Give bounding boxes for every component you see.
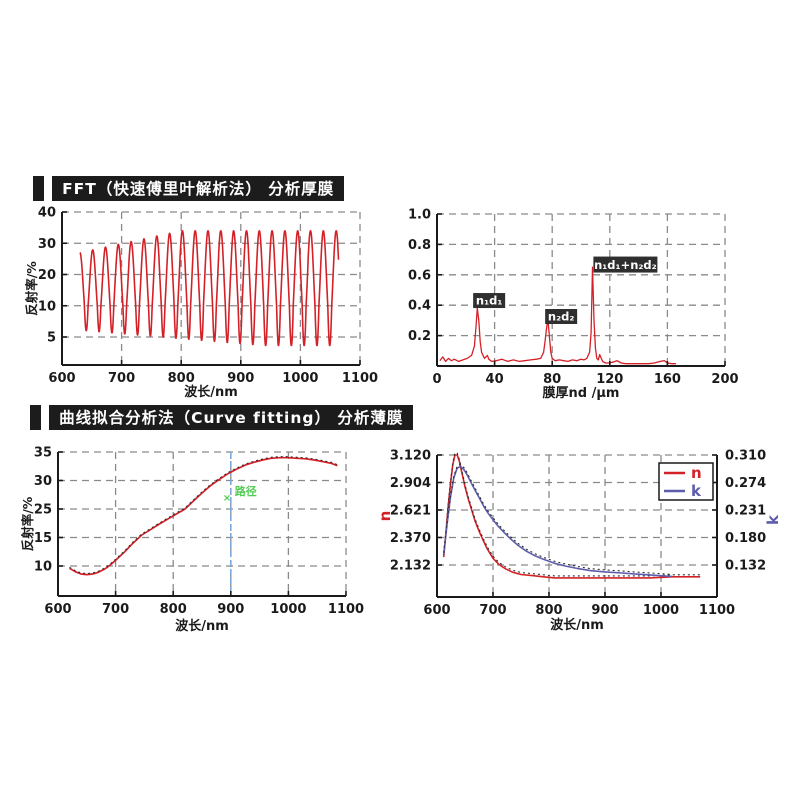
svg-text:膜厚nd /μm: 膜厚nd /μm — [543, 385, 620, 401]
svg-text:120: 120 — [596, 372, 623, 387]
svg-text:80: 80 — [543, 372, 561, 387]
fft-thickness-chart: 0 40 80 120 160 200 1.0 0.8 0.6 0.4 0.2 膜厚nd /μm n₁d… — [408, 208, 739, 402]
svg-text:n: n — [691, 464, 702, 482]
svg-text:160: 160 — [654, 372, 681, 387]
svg-text:1000: 1000 — [270, 602, 306, 617]
svg-text:200: 200 — [711, 372, 738, 387]
svg-text:600: 600 — [44, 602, 71, 617]
svg-text:800: 800 — [168, 371, 195, 386]
section-header-fft: FFT（快速傅里叶解析法） 分析厚膜 — [33, 176, 345, 201]
svg-text:0.274: 0.274 — [725, 476, 766, 491]
curve-fit-reflectance-chart: × 路径 600 700 800 900 1000 1100 35 30 25 15 10 波长/nm 反射… — [20, 446, 364, 635]
svg-text:×: × — [223, 493, 231, 504]
svg-text:20: 20 — [38, 268, 56, 283]
section-header-curve-fitting: 曲线拟合分析法（Curve fitting） 分析薄膜 — [30, 405, 414, 430]
svg-text:0.2: 0.2 — [408, 329, 431, 344]
svg-text:900: 900 — [227, 371, 254, 386]
svg-text:波长/nm: 波长/nm — [184, 384, 238, 400]
svg-text:35: 35 — [34, 446, 52, 461]
svg-text:波长/nm: 波长/nm — [175, 618, 229, 634]
svg-text:3.120: 3.120 — [390, 449, 431, 464]
svg-text:反射率/%: 反射率/% — [20, 496, 35, 551]
svg-text:2.132: 2.132 — [390, 559, 431, 574]
svg-text:1000: 1000 — [643, 603, 679, 618]
svg-text:0.180: 0.180 — [725, 531, 766, 546]
section-title-fft: FFT（快速傅里叶解析法） 分析厚膜 — [52, 176, 345, 201]
svg-text:k: k — [691, 482, 702, 500]
svg-text:1100: 1100 — [699, 603, 735, 618]
svg-text:波长/nm: 波长/nm — [550, 617, 604, 633]
svg-text:800: 800 — [535, 603, 562, 618]
svg-text:0.231: 0.231 — [725, 504, 766, 519]
svg-text:反射率/%: 反射率/% — [24, 261, 39, 316]
svg-text:800: 800 — [160, 602, 187, 617]
svg-text:700: 700 — [479, 603, 506, 618]
svg-text:0.310: 0.310 — [725, 449, 766, 464]
svg-text:1000: 1000 — [282, 371, 318, 386]
header-accent-square — [33, 176, 44, 201]
svg-text:2.370: 2.370 — [390, 531, 431, 546]
svg-text:40: 40 — [38, 206, 56, 221]
nk-dispersion-chart: 600 700 800 900 1000 1100 3.120 2.904 2.621 2.370… — [376, 449, 782, 634]
svg-text:700: 700 — [108, 371, 135, 386]
svg-text:0.8: 0.8 — [408, 238, 431, 253]
svg-text:0.132: 0.132 — [725, 559, 766, 574]
svg-text:2.621: 2.621 — [390, 504, 431, 519]
svg-text:0: 0 — [432, 372, 441, 387]
svg-text:1.0: 1.0 — [408, 208, 431, 223]
fft-reflectance-chart: 600 700 800 900 1000 1100 40 30 20 10 5 波长/nm 反射率/% — [24, 206, 378, 401]
svg-text:2.904: 2.904 — [390, 476, 431, 491]
svg-text:40: 40 — [486, 372, 504, 387]
svg-text:n₁d₁+n₂d₂: n₁d₁+n₂d₂ — [594, 258, 657, 272]
svg-text:10: 10 — [34, 560, 52, 575]
header-accent-square — [30, 405, 41, 430]
svg-text:30: 30 — [38, 237, 56, 252]
section-title-curve-fitting: 曲线拟合分析法（Curve fitting） 分析薄膜 — [49, 405, 414, 430]
svg-text:n₁d₁: n₁d₁ — [476, 294, 503, 308]
svg-text:路径: 路径 — [235, 484, 257, 498]
svg-text:30: 30 — [34, 474, 52, 489]
svg-text:1100: 1100 — [342, 371, 378, 386]
svg-text:0.6: 0.6 — [408, 268, 431, 283]
svg-text:10: 10 — [38, 299, 56, 314]
svg-text:600: 600 — [48, 371, 75, 386]
svg-text:n₂d₂: n₂d₂ — [548, 310, 575, 324]
svg-text:1100: 1100 — [328, 602, 364, 617]
svg-text:k: k — [764, 514, 782, 525]
svg-text:900: 900 — [217, 602, 244, 617]
svg-text:600: 600 — [423, 603, 450, 618]
svg-text:n: n — [376, 511, 394, 522]
svg-text:900: 900 — [591, 603, 618, 618]
svg-text:25: 25 — [34, 503, 52, 518]
svg-text:0.4: 0.4 — [408, 299, 431, 314]
svg-text:700: 700 — [102, 602, 129, 617]
svg-text:5: 5 — [47, 331, 56, 346]
svg-text:15: 15 — [34, 531, 52, 546]
